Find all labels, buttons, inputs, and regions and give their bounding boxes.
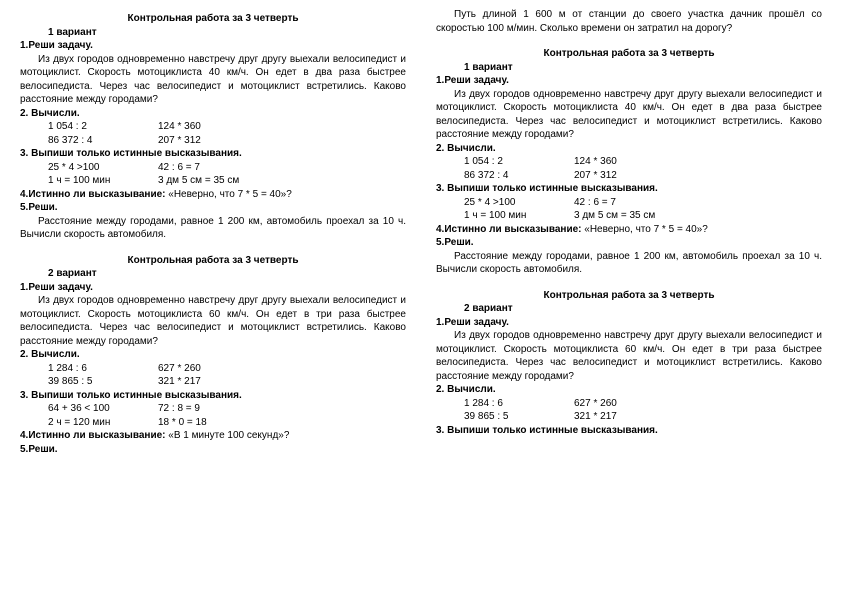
task5-head: 5.Реши. xyxy=(20,443,406,457)
task1-body: Из двух городов одновременно навстречу д… xyxy=(20,53,406,107)
stmt-row: 64 + 36 < 10072 : 8 = 9 xyxy=(20,402,406,416)
task3-head: 3. Выпиши только истинные высказывания. xyxy=(20,389,406,403)
calc-row: 86 372 : 4207 * 312 xyxy=(20,134,406,148)
task4-head: 4.Истинно ли высказывание: xyxy=(20,189,165,200)
stmt-cell: 1 ч = 100 мин xyxy=(48,174,158,188)
task2-head: 2. Вычисли. xyxy=(20,348,406,362)
task1-head: 1.Реши задачу. xyxy=(20,281,406,295)
calc-cell: 627 * 260 xyxy=(574,397,617,411)
task5-body: Расстояние между городами, равное 1 200 … xyxy=(20,215,406,242)
task5-body: Расстояние между городами, равное 1 200 … xyxy=(436,250,822,277)
calc-cell: 321 * 217 xyxy=(574,410,617,424)
title: Контрольная работа за 3 четверть xyxy=(436,47,822,61)
task1-body: Из двух городов одновременно навстречу д… xyxy=(436,329,822,383)
task4-rest: «Неверно, что 7 * 5 = 40»? xyxy=(165,189,291,200)
stmt-cell: 25 * 4 >100 xyxy=(464,196,574,210)
calc-cell: 627 * 260 xyxy=(158,362,201,376)
stmt-row: 25 * 4 >10042 : 6 = 7 xyxy=(436,196,822,210)
task4-line: 4.Истинно ли высказывание: «Неверно, что… xyxy=(20,188,406,202)
task1-head: 1.Реши задачу. xyxy=(436,74,822,88)
right-column: Путь длиной 1 600 м от станции до своего… xyxy=(436,8,822,587)
stmt-cell: 42 : 6 = 7 xyxy=(158,161,200,175)
task1-head: 1.Реши задачу. xyxy=(436,316,822,330)
calc-row: 86 372 : 4207 * 312 xyxy=(436,169,822,183)
calc-cell: 86 372 : 4 xyxy=(48,134,158,148)
stmt-cell: 64 + 36 < 100 xyxy=(48,402,158,416)
task4-head: 4.Истинно ли высказывание: xyxy=(20,430,165,441)
task3-head: 3. Выпиши только истинные высказывания. xyxy=(436,182,822,196)
task1-body: Из двух городов одновременно навстречу д… xyxy=(20,294,406,348)
calc-cell: 124 * 360 xyxy=(574,155,617,169)
calc-row: 1 284 : 6627 * 260 xyxy=(20,362,406,376)
stmt-row: 1 ч = 100 мин3 дм 5 см = 35 см xyxy=(436,209,822,223)
calc-row: 39 865 : 5321 * 217 xyxy=(436,410,822,424)
task3-head: 3. Выпиши только истинные высказывания. xyxy=(20,147,406,161)
task4-rest: «Неверно, что 7 * 5 = 40»? xyxy=(581,224,707,235)
stmt-cell: 18 * 0 = 18 xyxy=(158,416,207,430)
task2-head: 2. Вычисли. xyxy=(436,383,822,397)
task4-line: 4.Истинно ли высказывание: «Неверно, что… xyxy=(436,223,822,237)
title: Контрольная работа за 3 четверть xyxy=(20,254,406,268)
calc-cell: 86 372 : 4 xyxy=(464,169,574,183)
calc-cell: 207 * 312 xyxy=(574,169,617,183)
calc-row: 39 865 : 5321 * 217 xyxy=(20,375,406,389)
stmt-row: 2 ч = 120 мин18 * 0 = 18 xyxy=(20,416,406,430)
task4-rest: «В 1 минуте 100 секунд»? xyxy=(165,430,289,441)
task5-body: Путь длиной 1 600 м от станции до своего… xyxy=(436,8,822,35)
title: Контрольная работа за 3 четверть xyxy=(20,12,406,26)
calc-cell: 1 054 : 2 xyxy=(464,155,574,169)
calc-cell: 39 865 : 5 xyxy=(48,375,158,389)
calc-row: 1 054 : 2124 * 360 xyxy=(20,120,406,134)
task5-head: 5.Реши. xyxy=(20,201,406,215)
left-column: Контрольная работа за 3 четверть 1 вариа… xyxy=(20,8,406,587)
stmt-cell: 42 : 6 = 7 xyxy=(574,196,616,210)
calc-cell: 124 * 360 xyxy=(158,120,201,134)
stmt-cell: 1 ч = 100 мин xyxy=(464,209,574,223)
calc-cell: 321 * 217 xyxy=(158,375,201,389)
calc-row: 1 054 : 2124 * 360 xyxy=(436,155,822,169)
calc-row: 1 284 : 6627 * 260 xyxy=(436,397,822,411)
calc-cell: 207 * 312 xyxy=(158,134,201,148)
stmt-row: 25 * 4 >10042 : 6 = 7 xyxy=(20,161,406,175)
variant-2: 2 вариант xyxy=(464,302,822,316)
task2-head: 2. Вычисли. xyxy=(436,142,822,156)
task3-head: 3. Выпиши только истинные высказывания. xyxy=(436,424,822,438)
stmt-cell: 72 : 8 = 9 xyxy=(158,402,200,416)
calc-cell: 1 284 : 6 xyxy=(464,397,574,411)
task1-body: Из двух городов одновременно навстречу д… xyxy=(436,88,822,142)
variant-1: 1 вариант xyxy=(48,26,406,40)
stmt-cell: 3 дм 5 см = 35 см xyxy=(158,174,239,188)
task1-head: 1.Реши задачу. xyxy=(20,39,406,53)
variant-1: 1 вариант xyxy=(464,61,822,75)
task2-head: 2. Вычисли. xyxy=(20,107,406,121)
stmt-cell: 3 дм 5 см = 35 см xyxy=(574,209,655,223)
stmt-cell: 25 * 4 >100 xyxy=(48,161,158,175)
task4-head: 4.Истинно ли высказывание: xyxy=(436,224,581,235)
title: Контрольная работа за 3 четверть xyxy=(436,289,822,303)
calc-cell: 1 284 : 6 xyxy=(48,362,158,376)
calc-cell: 39 865 : 5 xyxy=(464,410,574,424)
variant-2: 2 вариант xyxy=(48,267,406,281)
task4-line: 4.Истинно ли высказывание: «В 1 минуте 1… xyxy=(20,429,406,443)
stmt-row: 1 ч = 100 мин3 дм 5 см = 35 см xyxy=(20,174,406,188)
calc-cell: 1 054 : 2 xyxy=(48,120,158,134)
stmt-cell: 2 ч = 120 мин xyxy=(48,416,158,430)
task5-head: 5.Реши. xyxy=(436,236,822,250)
